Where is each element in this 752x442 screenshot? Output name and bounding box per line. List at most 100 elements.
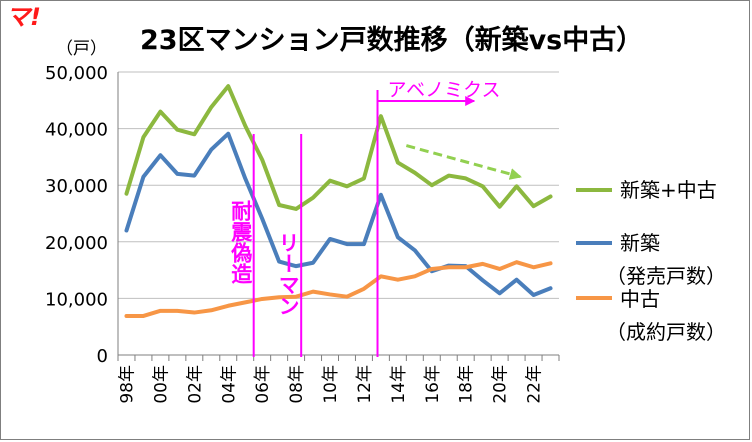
data-point-0 [277,203,281,207]
annotation-label-1: リーマン [276,232,300,316]
data-point-2 [294,295,298,299]
legend-label-used: 中古 [620,287,660,311]
data-point-1 [277,260,281,264]
data-point-1 [260,217,264,221]
legend-swatch-used [576,296,612,300]
data-point-0 [345,184,349,188]
x-tick-label: 16年 [423,365,443,404]
y-tick-label: 40,000 [45,120,108,141]
data-point-2 [345,295,349,299]
data-point-1 [396,235,400,239]
data-point-0 [260,158,264,162]
data-point-2 [277,295,281,299]
data-point-2 [141,314,145,318]
logo: マ! [6,2,46,32]
series-line-2 [124,260,553,318]
x-tick-label: 00年 [151,365,171,404]
data-point-0 [226,84,230,88]
data-point-1 [158,153,162,157]
data-point-1 [243,176,247,180]
data-point-2 [158,309,162,313]
data-point-0 [396,161,400,165]
data-point-2 [396,278,400,282]
data-point-0 [209,105,213,109]
data-point-1 [175,172,179,176]
y-axis-unit-label: （戸） [56,39,107,59]
data-point-0 [413,171,417,175]
x-tick-label: 02年 [185,365,205,404]
data-point-2 [430,267,434,271]
data-point-1 [311,261,315,265]
data-point-1 [294,264,298,268]
data-point-0 [175,128,179,132]
x-tick-label: 04年 [219,365,239,404]
y-tick-label: 50,000 [45,63,108,84]
data-point-1 [379,193,383,197]
data-point-0 [158,110,162,114]
legend-label-new: 新築 [620,231,660,255]
series-line-0 [124,84,553,211]
data-point-1 [328,237,332,241]
data-point-2 [311,290,315,294]
trend-arrow [405,144,522,180]
data-point-0 [328,179,332,183]
data-point-2 [175,309,179,313]
data-point-0 [192,132,196,136]
annotation-label-0: 耐震偽造 [229,200,254,284]
data-point-0 [464,176,468,180]
data-point-1 [532,293,536,297]
x-tick-label: 14年 [389,365,409,404]
data-point-0 [481,184,485,188]
data-point-2 [413,274,417,278]
x-tick-label: 22年 [525,365,545,404]
data-point-2 [192,311,196,315]
data-point-1 [481,278,485,282]
legend-sublabel-used: （成約戸数） [606,320,726,344]
data-point-2 [549,261,553,265]
data-point-0 [243,124,247,128]
annotation-label-2: アベノミクス [388,79,501,101]
y-tick-label: 0 [97,346,108,367]
legend-swatch-new [576,241,612,245]
data-point-1 [413,248,417,252]
data-point-0 [124,192,128,196]
data-point-1 [498,291,502,295]
x-tick-label: 06年 [253,365,273,404]
x-tick-label: 10年 [321,365,341,404]
data-point-2 [362,287,366,291]
series-line-1 [124,131,553,298]
x-tick-label: 18年 [457,365,477,404]
data-point-1 [141,175,145,179]
y-tick-label: 10,000 [45,289,108,310]
data-point-2 [532,265,536,269]
logo-mark: マ! [6,3,41,31]
data-point-0 [447,174,451,178]
data-point-2 [124,314,128,318]
legend-swatch-total [576,188,612,192]
data-point-2 [226,304,230,308]
data-point-2 [260,297,264,301]
data-point-0 [515,184,519,188]
data-point-2 [464,265,468,269]
chart-title: 23区マンション戸数推移（新築vs中古） [140,25,644,56]
data-point-2 [481,262,485,266]
x-tick-label: 08年 [287,365,307,404]
legend-sublabel-new: （発売戸数） [606,264,726,288]
data-point-0 [362,176,366,180]
data-point-2 [209,308,213,312]
data-point-0 [294,207,298,211]
data-point-1 [192,174,196,178]
data-point-0 [549,195,553,199]
data-point-0 [379,114,383,118]
y-tick-label: 30,000 [45,176,108,197]
data-point-2 [328,292,332,296]
data-point-0 [430,183,434,187]
data-point-1 [345,242,349,246]
data-point-2 [498,267,502,271]
data-point-2 [447,265,451,269]
y-tick-label: 20,000 [45,233,108,254]
data-point-0 [311,196,315,200]
data-point-2 [515,260,519,264]
